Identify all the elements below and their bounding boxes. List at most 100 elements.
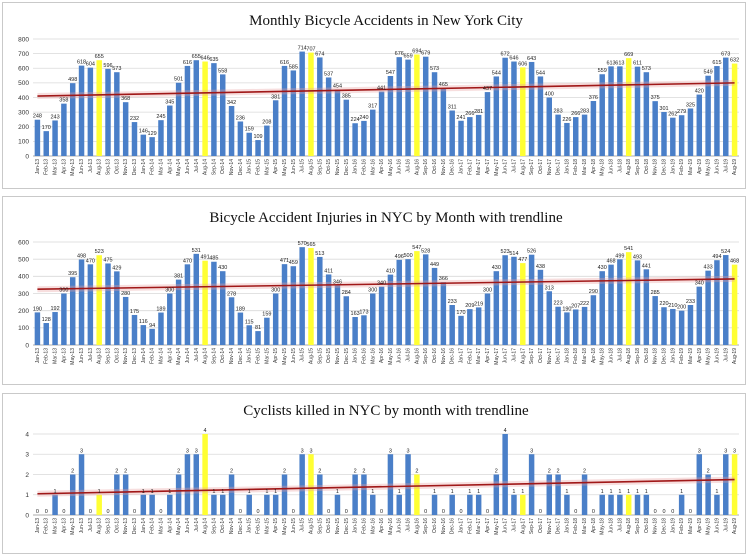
bar	[511, 494, 517, 515]
bar	[114, 474, 120, 515]
bar	[78, 259, 85, 345]
x-tick-label: Jul-16	[406, 348, 412, 362]
data-label: 4	[204, 428, 207, 434]
data-label: 236	[236, 115, 245, 121]
bar	[431, 267, 438, 345]
data-label: 0	[574, 509, 577, 515]
data-label: 0	[257, 509, 260, 515]
x-tick-label: Jan-19	[670, 348, 676, 364]
trendline	[37, 478, 735, 495]
x-tick-label: May-17	[494, 518, 500, 535]
x-tick-label: Jun-18	[609, 518, 615, 534]
bar	[158, 312, 164, 345]
bar	[405, 454, 411, 515]
x-tick-label: Feb-16	[361, 159, 367, 175]
x-tick-label: Dec-17	[556, 348, 562, 364]
x-tick-label: Jun-18	[609, 348, 615, 364]
x-tick-label: Dec-18	[661, 159, 667, 175]
x-tick-label: May-19	[706, 348, 712, 365]
data-label: 3	[733, 448, 736, 454]
bar	[290, 70, 297, 156]
x-tick-label: Jul-16	[406, 518, 412, 532]
data-label: 240	[359, 115, 368, 121]
data-label: 300	[483, 288, 492, 294]
x-tick-label: Jan-13	[35, 348, 41, 364]
x-tick-label: Jul-16	[406, 159, 412, 173]
data-label: 1	[274, 489, 277, 495]
data-label: 565	[306, 242, 315, 248]
x-tick-label: Sep-16	[423, 348, 429, 364]
x-tick-label: Apr-18	[591, 518, 597, 533]
bar	[590, 101, 597, 156]
x-tick-label: Jun-15	[291, 518, 297, 534]
killed-chart: Cyclists killed in NYC by month with tre…	[25, 403, 739, 535]
data-label: 317	[368, 104, 377, 110]
x-tick-label: Jul-19	[723, 159, 729, 173]
x-tick-label: Oct-16	[432, 518, 438, 533]
x-tick-label: Aug-14	[203, 159, 209, 175]
bar	[484, 293, 491, 345]
data-label: 531	[192, 248, 201, 254]
data-label: 544	[492, 70, 501, 76]
x-tick-label: Sep-14	[211, 348, 217, 364]
data-label: 3	[301, 448, 304, 454]
x-tick-label: Oct-17	[538, 518, 544, 533]
bar	[564, 312, 570, 345]
y-tick-label: 1	[25, 492, 29, 499]
x-tick-label: Sep-18	[635, 348, 641, 364]
data-label: 616	[280, 60, 289, 66]
bar	[493, 474, 500, 515]
bar	[281, 264, 288, 345]
x-tick-label: Mar-18	[582, 348, 588, 364]
x-tick-label: May-17	[494, 159, 500, 176]
bar	[475, 307, 482, 345]
bar	[299, 454, 305, 515]
x-tick-label: Sep-17	[529, 518, 535, 534]
bar	[520, 67, 526, 156]
x-tick-label: Aug-13	[97, 159, 103, 175]
data-label: 1	[142, 489, 145, 495]
x-tick-label: Jul-17	[511, 159, 517, 173]
y-tick-label: 0	[25, 342, 29, 349]
x-tick-label: Jul-13	[88, 348, 94, 362]
data-label: 0	[159, 509, 162, 515]
y-tick-label: 800	[18, 36, 29, 43]
x-tick-label: Mar-15	[264, 348, 270, 364]
x-tick-label: Jan-17	[459, 159, 465, 175]
data-label: 1	[627, 489, 630, 495]
data-label: 170	[456, 310, 465, 316]
data-label: 2	[354, 469, 357, 475]
x-tick-label: Nov-15	[335, 159, 341, 175]
x-tick-label: Feb-13	[44, 518, 50, 534]
x-tick-label: Apr-19	[697, 159, 703, 174]
data-label: 674	[315, 51, 324, 57]
bar	[678, 310, 685, 345]
bar	[608, 494, 614, 515]
data-label: 437	[483, 86, 492, 92]
bar	[343, 99, 350, 156]
x-tick-label: Feb-19	[679, 348, 685, 364]
x-tick-label: May-14	[176, 159, 182, 176]
x-tick-label: Mar-16	[370, 348, 376, 364]
x-tick-label: Mar-14	[158, 348, 164, 364]
x-tick-label: Aug-15	[308, 518, 314, 534]
x-tick-label: Sep-14	[211, 159, 217, 175]
bar	[564, 494, 570, 515]
x-tick-label: Nov-14	[229, 348, 235, 364]
bar	[617, 259, 623, 345]
x-tick-label: Dec-14	[238, 159, 244, 175]
x-tick-label: Feb-13	[44, 159, 50, 175]
chart-title: Bicycle Accident Injuries in NYC by Mont…	[209, 210, 563, 226]
x-tick-label: Aug-18	[626, 159, 632, 175]
data-label: 499	[615, 253, 624, 259]
data-label: 429	[112, 265, 121, 271]
data-label: 129	[148, 131, 157, 137]
bar	[69, 277, 76, 345]
x-tick-label: Aug-19	[732, 159, 738, 175]
bar	[493, 76, 500, 156]
data-label: 170	[42, 125, 51, 131]
x-tick-label: Mar-18	[582, 159, 588, 175]
data-label: 220	[659, 301, 668, 307]
bar	[581, 114, 588, 156]
data-label: 646	[509, 56, 518, 62]
